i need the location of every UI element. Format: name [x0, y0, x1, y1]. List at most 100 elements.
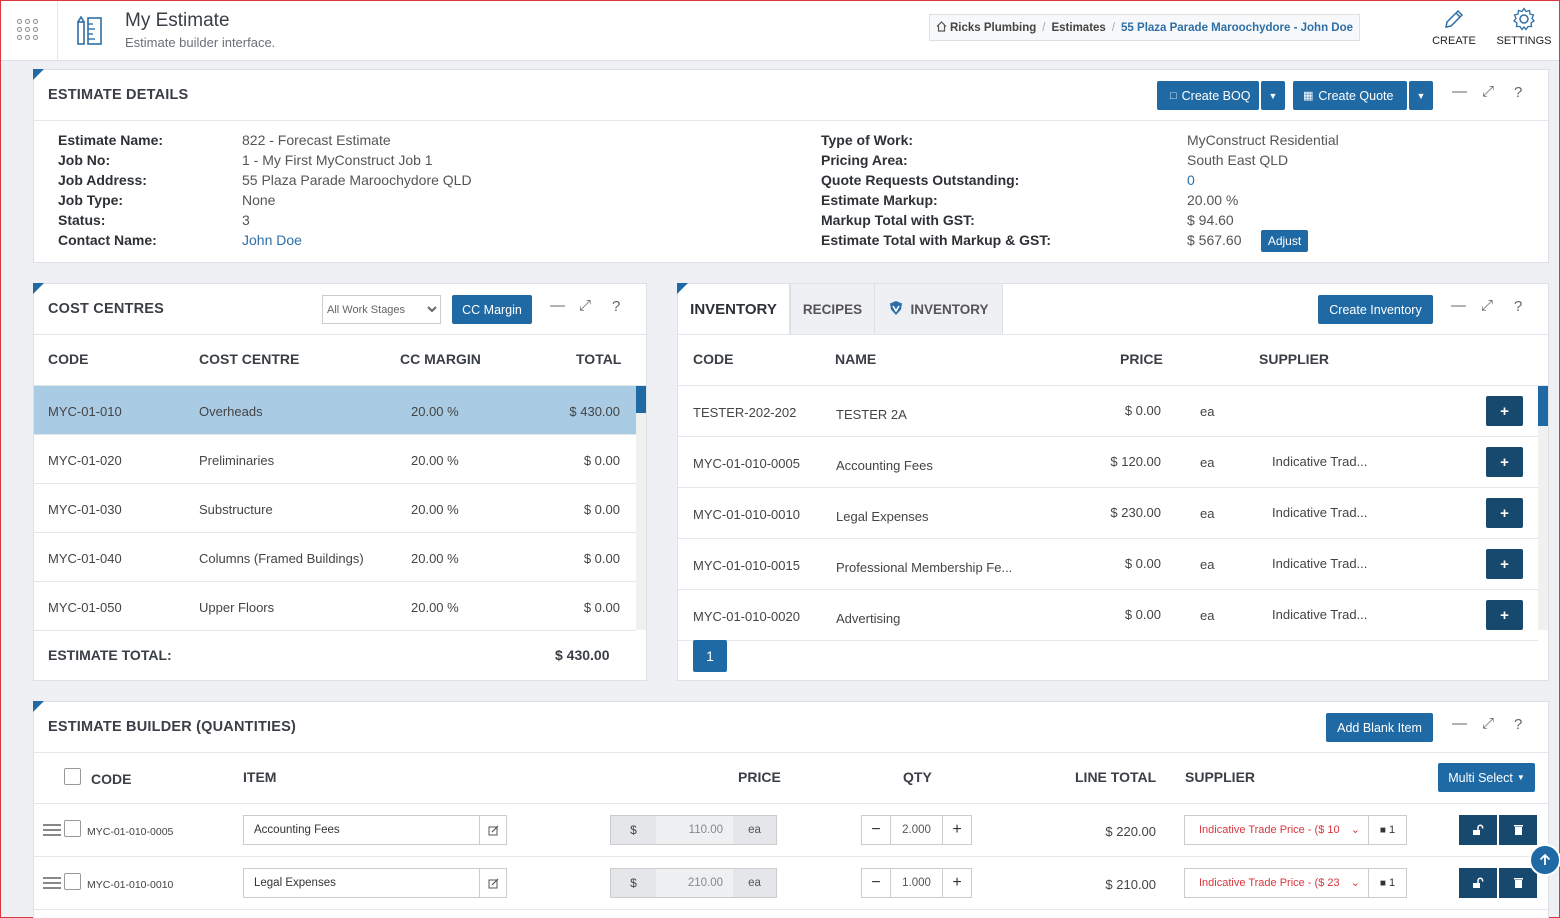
inv-scrollbar[interactable]: [1538, 386, 1548, 630]
expand-icon[interactable]: ⤢: [1481, 297, 1494, 314]
table-row[interactable]: MYC-01-010-0015 Professional Membership F…: [678, 539, 1538, 590]
inv-supplier: Indicative Trad...: [1272, 556, 1368, 571]
item-input[interactable]: Legal Expenses: [243, 868, 480, 898]
delete-button[interactable]: [1499, 868, 1537, 898]
cc-margin: 20.00 %: [411, 600, 459, 615]
table-row[interactable]: MYC-01-010 Overheads 20.00 % $ 430.00: [34, 386, 636, 435]
qty-input[interactable]: 1.000: [890, 869, 943, 897]
col-header-item[interactable]: ITEM: [243, 769, 277, 785]
price-input[interactable]: 110.00: [656, 816, 733, 844]
create-boq-button[interactable]: □ Create BOQ: [1157, 81, 1259, 110]
table-row[interactable]: MYC-01-010-0020 Advertising $ 0.00 ea Indica…: [678, 590, 1538, 641]
col-header-price[interactable]: PRICE: [738, 769, 781, 785]
col-header-line-total[interactable]: LINE TOTAL: [1075, 769, 1157, 785]
expand-icon[interactable]: ⤢: [579, 297, 592, 314]
expand-icon[interactable]: ⤢: [1482, 83, 1495, 100]
page-1-button[interactable]: 1: [693, 640, 727, 672]
col-header-qty[interactable]: QTY: [903, 769, 932, 785]
col-header-supplier[interactable]: SUPPLIER: [1185, 769, 1256, 785]
cc-margin-button[interactable]: CC Margin: [452, 295, 532, 324]
add-item-button[interactable]: +: [1486, 549, 1523, 579]
qty-input[interactable]: 2.000: [890, 816, 943, 844]
detail-value[interactable]: 0: [1187, 172, 1195, 188]
breadcrumb-company[interactable]: Ricks Plumbing: [950, 21, 1037, 34]
cc-code: MYC-01-020: [48, 453, 122, 468]
drag-handle-icon[interactable]: [43, 824, 61, 839]
detail-label: Pricing Area:: [821, 152, 908, 168]
expand-icon[interactable]: ⤢: [1482, 715, 1495, 732]
select-all-checkbox[interactable]: [64, 768, 81, 785]
qty-increment-button[interactable]: +: [952, 821, 962, 838]
create-quote-dropdown[interactable]: ▼: [1409, 81, 1433, 110]
settings-button[interactable]: SETTINGS: [1489, 7, 1559, 55]
breadcrumb-estimates[interactable]: Estimates: [1051, 21, 1106, 34]
col-header-cost-centre[interactable]: COST CENTRE: [199, 351, 300, 367]
edit-icon[interactable]: [479, 868, 507, 898]
row-checkbox[interactable]: [64, 873, 81, 890]
supplier-count-badge[interactable]: ■ 1: [1369, 815, 1407, 845]
add-item-button[interactable]: +: [1486, 447, 1523, 477]
detail-value[interactable]: John Doe: [242, 232, 302, 248]
row-checkbox[interactable]: [64, 820, 81, 837]
table-row[interactable]: MYC-01-050 Upper Floors 20.00 % $ 0.00: [34, 582, 636, 631]
cc-scroll-thumb[interactable]: [636, 386, 646, 413]
table-row[interactable]: TESTER-202-202 TESTER 2A $ 0.00 ea +: [678, 386, 1538, 437]
create-boq-dropdown[interactable]: ▼: [1261, 81, 1285, 110]
item-input[interactable]: Accounting Fees: [243, 815, 480, 845]
scroll-to-top-button[interactable]: [1529, 844, 1560, 876]
create-quote-button[interactable]: ▦ Create Quote: [1293, 81, 1407, 110]
col-header-code[interactable]: CODE: [48, 351, 89, 367]
add-item-button[interactable]: +: [1486, 396, 1523, 426]
col-header-code[interactable]: CODE: [693, 351, 734, 367]
minimize-icon[interactable]: —: [1452, 83, 1467, 100]
qty-increment-button[interactable]: +: [952, 874, 962, 891]
supplier-count-badge[interactable]: ■ 1: [1369, 868, 1407, 898]
help-icon[interactable]: ?: [1514, 84, 1523, 101]
tab-inventory-global[interactable]: INVENTORY: [875, 284, 1003, 334]
table-row[interactable]: MYC-01-030 Substructure 20.00 % $ 0.00: [34, 484, 636, 533]
tab-recipes[interactable]: RECIPES: [790, 284, 875, 334]
work-stage-select[interactable]: All Work Stages: [322, 295, 441, 324]
col-header-price[interactable]: PRICE: [1120, 351, 1163, 367]
add-blank-item-button[interactable]: Add Blank Item: [1326, 713, 1433, 742]
edit-icon[interactable]: [479, 815, 507, 845]
table-row[interactable]: MYC-01-010-0010 Legal Expenses $210.00 ea −1…: [34, 857, 1548, 910]
qty-decrement-button[interactable]: −: [871, 821, 881, 838]
col-header-cc-margin[interactable]: CC MARGIN: [400, 351, 481, 367]
table-row[interactable]: MYC-01-010-0005 Accounting Fees $110.00 ea −…: [34, 804, 1548, 857]
minimize-icon[interactable]: —: [1451, 297, 1466, 314]
table-row[interactable]: MYC-01-020 Preliminaries 20.00 % $ 0.00: [34, 435, 636, 484]
apps-grid-icon[interactable]: [17, 19, 39, 41]
col-header-code[interactable]: CODE: [91, 771, 132, 787]
supplier-select[interactable]: Indicative Trade Price - ($ 23 ⌄: [1184, 868, 1369, 898]
adjust-button[interactable]: Adjust: [1261, 230, 1308, 252]
help-icon[interactable]: ?: [612, 298, 621, 315]
drag-handle-icon[interactable]: [43, 877, 61, 892]
inv-scroll-thumb[interactable]: [1538, 386, 1548, 426]
unlock-button[interactable]: [1459, 868, 1497, 898]
create-button[interactable]: CREATE: [1419, 7, 1489, 55]
unit-addon: ea: [733, 869, 776, 897]
multi-select-button[interactable]: Multi Select ▼: [1438, 763, 1535, 792]
price-input[interactable]: 210.00: [656, 869, 733, 897]
col-header-total[interactable]: TOTAL: [576, 351, 622, 367]
col-header-name[interactable]: NAME: [835, 351, 877, 367]
delete-button[interactable]: [1499, 815, 1537, 845]
unlock-button[interactable]: [1459, 815, 1497, 845]
col-header-supplier[interactable]: SUPPLIER: [1259, 351, 1330, 367]
add-item-button[interactable]: +: [1486, 600, 1523, 630]
table-row[interactable]: MYC-01-040 Columns (Framed Buildings) 20.0…: [34, 533, 636, 582]
table-row[interactable]: MYC-01-010-0005 Accounting Fees $ 120.00 ea…: [678, 437, 1538, 488]
tab-inventory[interactable]: INVENTORY: [678, 284, 790, 334]
breadcrumb-current[interactable]: 55 Plaza Parade Maroochydore - John Doe: [1121, 21, 1354, 34]
cc-scrollbar[interactable]: [636, 386, 646, 630]
add-item-button[interactable]: +: [1486, 498, 1523, 528]
minimize-icon[interactable]: —: [550, 297, 565, 314]
help-icon[interactable]: ?: [1514, 716, 1523, 733]
help-icon[interactable]: ?: [1514, 298, 1523, 315]
minimize-icon[interactable]: —: [1452, 715, 1467, 732]
table-row[interactable]: MYC-01-010-0010 Legal Expenses $ 230.00 ea I…: [678, 488, 1538, 539]
supplier-select[interactable]: Indicative Trade Price - ($ 10 ⌄: [1184, 815, 1369, 845]
create-inventory-button[interactable]: Create Inventory: [1318, 295, 1433, 324]
qty-decrement-button[interactable]: −: [871, 874, 881, 891]
